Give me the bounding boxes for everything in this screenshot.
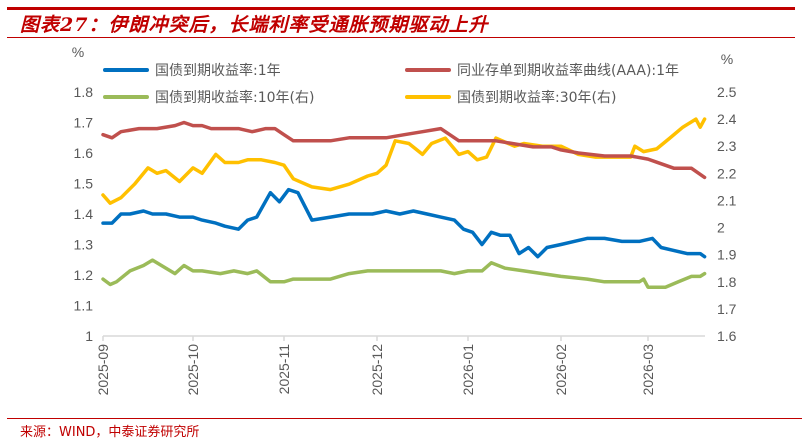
source-rule	[7, 418, 802, 419]
y-right-tick-label: 2	[717, 220, 725, 236]
legend-label: 国债到期收益率:10年(右)	[155, 89, 314, 106]
y-left-tick-label: 1.4	[74, 206, 94, 222]
x-tick-label: 2026-01	[460, 344, 476, 396]
y-left-tick-label: 1.2	[74, 267, 94, 283]
source-note: 来源：WIND，中泰证券研究所	[20, 425, 200, 440]
x-tick-label: 2026-03	[640, 344, 656, 396]
chart-title: 图表27：伊朗冲突后，长端利率受通胀预期驱动上升	[20, 14, 489, 36]
x-tick-label: 2025-11	[276, 344, 292, 395]
y-left-tick-label: 1.6	[74, 145, 94, 161]
y-right-tick-label: 2.3	[717, 138, 737, 154]
y-left-tick-label: 1.5	[74, 176, 94, 192]
y-right-unit: %	[721, 51, 733, 67]
y-left-tick-label: 1.3	[74, 237, 94, 253]
y-right-tick-label: 2.2	[717, 165, 737, 181]
y-right-tick-label: 1.9	[717, 247, 737, 263]
x-tick-label: 2026-02	[553, 344, 569, 396]
series-line-0	[101, 187, 707, 259]
y-right-tick-label: 2.1	[717, 192, 737, 208]
y-right-tick-label: 1.8	[717, 274, 737, 290]
x-tick-label: 2025-10	[185, 344, 201, 396]
series-line-2	[101, 258, 707, 289]
y-left-tick-label: 1.7	[74, 115, 94, 131]
x-tick-label: 2025-09	[95, 344, 111, 396]
title-top-rule	[7, 7, 795, 10]
series-line-1	[101, 120, 707, 180]
legend-label: 国债到期收益率:1年	[155, 62, 281, 79]
y-left-tick-label: 1	[85, 328, 93, 344]
y-left-unit: %	[72, 44, 84, 60]
x-tick-label: 2025-12	[369, 344, 385, 396]
series-line-3	[101, 117, 707, 205]
legend-label: 同业存单到期收益率曲线(AAA):1年	[457, 62, 679, 79]
y-right-tick-label: 2.4	[717, 111, 737, 127]
title-bottom-rule	[7, 37, 795, 38]
y-left-tick-label: 1.1	[74, 298, 94, 314]
y-right-tick-label: 2.5	[717, 84, 737, 100]
y-left-tick-label: 1.8	[74, 84, 94, 100]
y-right-tick-label: 1.6	[717, 328, 737, 344]
legend-label: 国债到期收益率:30年(右)	[457, 89, 616, 106]
y-right-tick-label: 1.7	[717, 301, 737, 317]
